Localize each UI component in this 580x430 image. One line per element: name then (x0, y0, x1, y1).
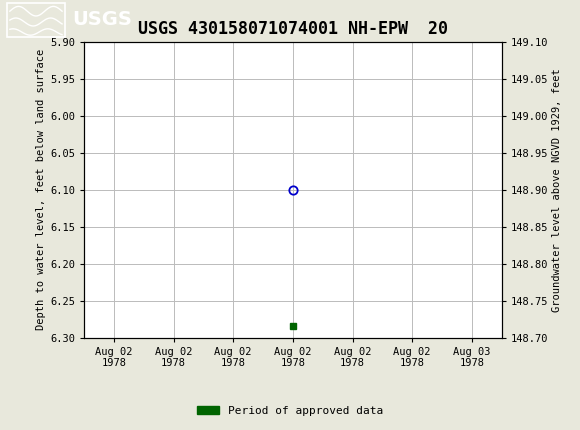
Text: USGS: USGS (72, 10, 132, 30)
Legend: Period of approved data: Period of approved data (193, 401, 387, 420)
Y-axis label: Depth to water level, feet below land surface: Depth to water level, feet below land su… (36, 49, 46, 331)
Y-axis label: Groundwater level above NGVD 1929, feet: Groundwater level above NGVD 1929, feet (552, 68, 563, 312)
Bar (7, 3, 65, 37)
Title: USGS 430158071074001 NH-EPW  20: USGS 430158071074001 NH-EPW 20 (138, 20, 448, 38)
